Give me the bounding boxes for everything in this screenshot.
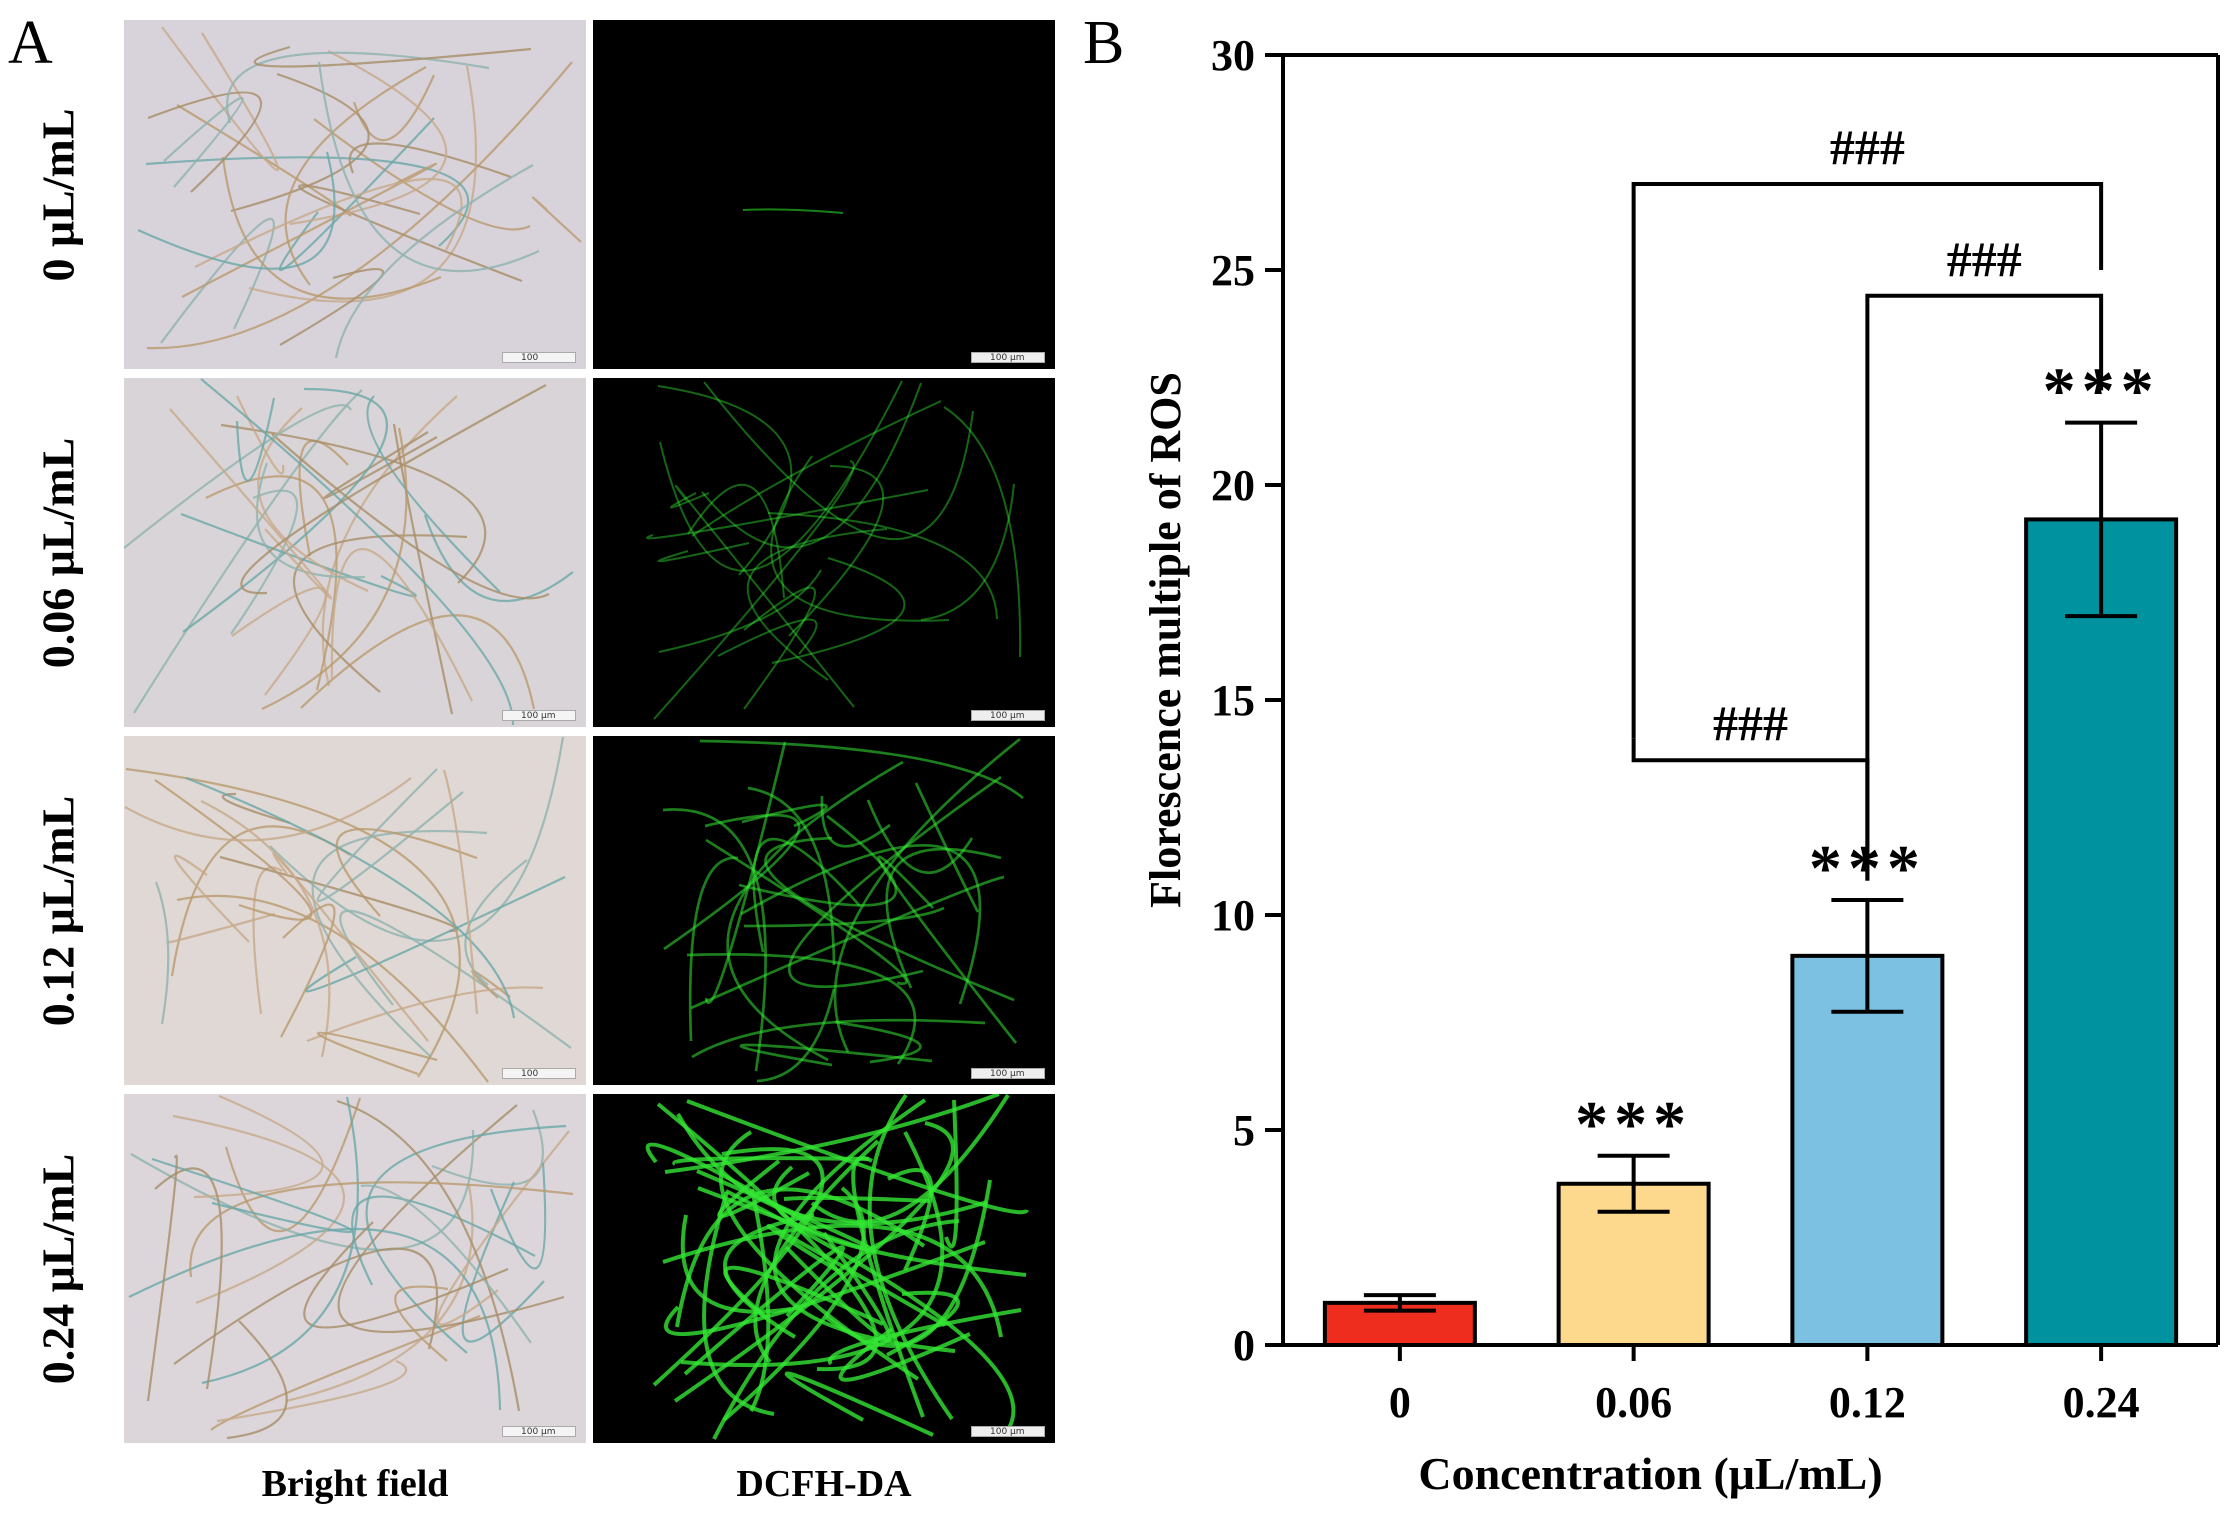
bar-0.24 bbox=[2024, 517, 2179, 1347]
dcfh-da-image-1: 100 μm bbox=[593, 378, 1055, 727]
y-axis-label: Florescence multiple of ROS bbox=[1141, 372, 1190, 908]
y-tick-label: 30 bbox=[1211, 31, 1255, 80]
scale-bar: 100 μm bbox=[971, 352, 1045, 363]
y-tick-label: 0 bbox=[1233, 1321, 1255, 1370]
scale-bar: 100 μm bbox=[502, 710, 576, 721]
scale-bar: 100 μm bbox=[971, 1426, 1045, 1437]
y-tick-label: 5 bbox=[1233, 1106, 1255, 1155]
x-axis-label: Concentration (μL/mL) bbox=[1418, 1448, 1882, 1499]
comparison-label: ### bbox=[1830, 119, 1905, 175]
bright-field-image-0: 100 bbox=[124, 20, 586, 369]
x-tick-label: 0 bbox=[1389, 1378, 1411, 1427]
significance-stars: *** bbox=[1575, 1088, 1692, 1161]
comparison-label: ### bbox=[1947, 231, 2022, 287]
column-label-dcfh-da: DCFH-DA bbox=[736, 1463, 912, 1505]
y-tick-label: 15 bbox=[1211, 676, 1255, 725]
significance-stars: *** bbox=[1809, 832, 1926, 905]
x-tick-label: 0.12 bbox=[1829, 1378, 1906, 1427]
scale-bar: 100 bbox=[502, 352, 576, 363]
scale-bar: 100 μm bbox=[502, 1426, 576, 1437]
y-tick-label: 10 bbox=[1211, 891, 1255, 940]
panel-b-letter: B bbox=[1083, 9, 1125, 77]
y-tick-label: 20 bbox=[1211, 461, 1255, 510]
comparison-bracket bbox=[1631, 182, 2104, 739]
bar-0.12 bbox=[1790, 953, 1945, 1347]
column-label-bright-field: Bright field bbox=[261, 1463, 449, 1505]
bright-field-image-2: 100 bbox=[124, 736, 586, 1085]
scale-bar: 100 bbox=[502, 1068, 576, 1079]
significance-stars: *** bbox=[2043, 355, 2160, 428]
bright-field-image-3: 100 μm bbox=[124, 1094, 586, 1443]
dcfh-da-image-0: 100 μm bbox=[593, 20, 1055, 369]
dcfh-da-image-3: 100 μm bbox=[593, 1094, 1055, 1443]
bright-field-image-1: 100 μm bbox=[124, 378, 586, 727]
panel-a-letter: A bbox=[8, 9, 53, 77]
comparison-label: ### bbox=[1713, 695, 1788, 751]
x-tick-label: 0.06 bbox=[1595, 1378, 1672, 1427]
scale-bar: 100 μm bbox=[971, 1068, 1045, 1079]
dcfh-da-image-2: 100 μm bbox=[593, 736, 1055, 1085]
y-tick-label: 25 bbox=[1211, 246, 1255, 295]
scale-bar: 100 μm bbox=[971, 710, 1045, 721]
x-tick-label: 0.24 bbox=[2063, 1378, 2140, 1427]
comparison-bracket bbox=[1865, 293, 2104, 881]
